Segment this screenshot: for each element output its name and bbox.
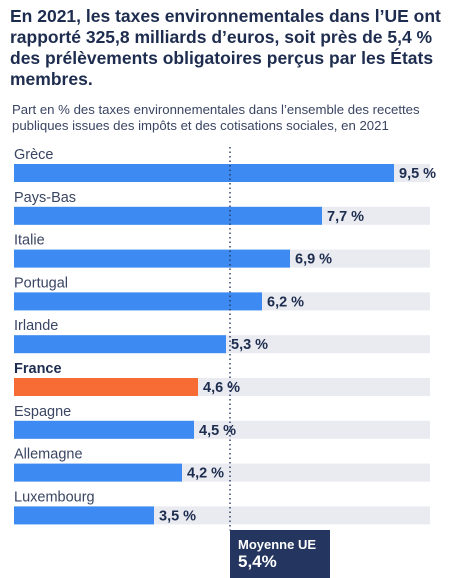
category-label: Grèce	[14, 147, 54, 163]
category-label: Irlande	[14, 318, 58, 334]
value-label: 4,6 %	[203, 380, 240, 396]
value-label: 6,2 %	[267, 294, 304, 310]
bar	[14, 206, 322, 225]
bar	[14, 506, 154, 525]
category-label: Pays-Bas	[14, 190, 76, 206]
category-label: Portugal	[14, 275, 68, 291]
eu-average-value: 5,4%	[238, 552, 277, 572]
category-label: Luxembourg	[14, 489, 95, 505]
bar	[14, 463, 182, 482]
value-label: 4,5 %	[199, 423, 236, 439]
value-label: 5,3 %	[231, 337, 268, 353]
bar	[14, 249, 290, 268]
bar	[14, 292, 262, 311]
category-label: Espagne	[14, 404, 71, 420]
bar	[14, 378, 198, 396]
value-label: 6,9 %	[295, 252, 332, 268]
value-label: 4,2 %	[187, 466, 224, 482]
bar	[14, 335, 226, 354]
value-label: 9,5 %	[399, 166, 436, 182]
value-label: 3,5 %	[159, 508, 196, 524]
bar	[14, 420, 194, 439]
chart-subtitle: Part en % des taxes environnementales da…	[12, 102, 420, 133]
category-label: Italie	[14, 233, 45, 249]
bar	[14, 164, 394, 182]
value-label: 7,7 %	[327, 209, 364, 225]
category-label: France	[14, 361, 62, 377]
category-label: Allemagne	[14, 447, 83, 463]
eu-average-label: Moyenne UE	[238, 537, 317, 553]
chart-title: En 2021, les taxes environnementales dan…	[10, 6, 441, 89]
eu-average-callout: Moyenne UE 5,4%	[230, 530, 330, 578]
